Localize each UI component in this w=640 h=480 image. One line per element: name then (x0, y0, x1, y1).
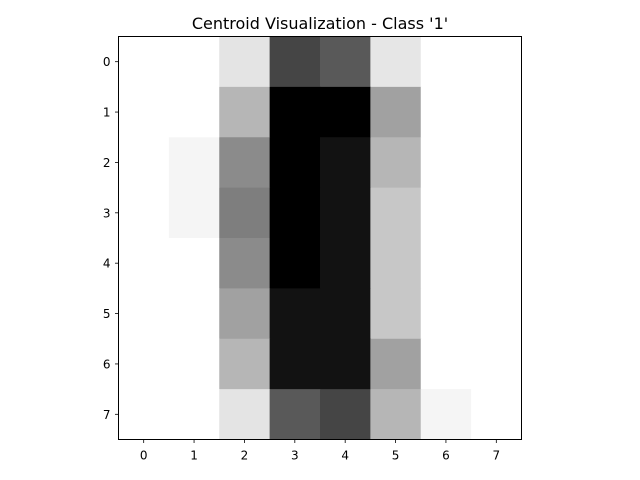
heatmap-cell-5-5 (370, 288, 422, 340)
x-tick-label-6: 6 (442, 449, 450, 463)
x-tick-label-3: 3 (291, 449, 299, 463)
heatmap-cell-2-5 (370, 137, 422, 189)
heatmap-cell-7-2 (219, 389, 271, 440)
y-tick-label-6: 6 (103, 357, 111, 371)
heatmap-cell-0-2 (219, 36, 271, 88)
heatmap-cell-3-5 (370, 187, 422, 239)
heatmap-cell-7-1 (168, 389, 220, 440)
x-tick-label-7: 7 (492, 449, 500, 463)
heatmap-cell-7-7 (471, 389, 522, 440)
heatmap-cell-6-0 (118, 338, 170, 390)
heatmap-cell-6-3 (269, 338, 321, 390)
heatmap-cell-2-1 (168, 137, 220, 189)
heatmap-cell-5-4 (320, 288, 371, 340)
heatmap-cell-1-7 (471, 86, 522, 138)
heatmap-cell-0-5 (370, 36, 422, 88)
x-tick-label-0: 0 (140, 449, 148, 463)
heatmap-cell-4-3 (269, 238, 321, 289)
heatmap-cell-5-6 (420, 288, 472, 340)
heatmap-cell-2-4 (320, 137, 371, 189)
heatmap-cell-2-3 (269, 137, 321, 189)
y-tick-label-4: 4 (103, 257, 111, 271)
y-tick-label-2: 2 (103, 156, 111, 170)
heatmap-cell-1-2 (219, 86, 271, 138)
heatmap-cell-4-1 (168, 238, 220, 289)
heatmap-cell-2-7 (471, 137, 522, 189)
heatmap-cell-4-5 (370, 238, 422, 289)
y-tick-label-0: 0 (103, 55, 111, 69)
heatmap-cell-6-4 (320, 338, 371, 390)
heatmap-cell-0-1 (168, 36, 220, 88)
axes-frame (118, 36, 522, 440)
heatmap-cell-3-6 (420, 187, 472, 239)
heatmap-cell-3-1 (168, 187, 220, 239)
heatmap-cell-4-0 (118, 238, 170, 289)
heatmap-cell-3-7 (471, 187, 522, 239)
heatmap-cell-3-4 (320, 187, 371, 239)
heatmap-cell-3-2 (219, 187, 271, 239)
heatmap-cell-1-6 (420, 86, 472, 138)
heatmap-cell-6-2 (219, 338, 271, 390)
x-tick-label-5: 5 (392, 449, 400, 463)
y-axis: 0 1 2 3 4 5 6 7 (103, 55, 119, 422)
x-tick-label-2: 2 (241, 449, 249, 463)
x-tick-label-4: 4 (341, 449, 349, 463)
heatmap-cell-6-5 (370, 338, 422, 390)
heatmap-cell-0-4 (320, 36, 371, 88)
heatmap-cell-7-5 (370, 389, 422, 440)
heatmap-cell-5-1 (168, 288, 220, 340)
heatmap-cell-3-3 (269, 187, 321, 239)
heatmap-cells (118, 36, 522, 440)
x-axis: 0 1 2 3 4 5 6 7 (140, 439, 500, 463)
heatmap-cell-7-4 (320, 389, 371, 440)
heatmap-cell-5-0 (118, 288, 170, 340)
heatmap-cell-6-7 (471, 338, 522, 390)
heatmap-cell-0-7 (471, 36, 522, 88)
x-tick-label-1: 1 (190, 449, 198, 463)
heatmap-cell-2-0 (118, 137, 170, 189)
heatmap-cell-4-7 (471, 238, 522, 289)
y-tick-label-3: 3 (103, 206, 111, 220)
heatmap-cell-4-4 (320, 238, 371, 289)
heatmap-cell-4-2 (219, 238, 271, 289)
heatmap-cell-3-0 (118, 187, 170, 239)
heatmap-cell-1-0 (118, 86, 170, 138)
heatmap-cell-6-1 (168, 338, 220, 390)
y-tick-label-5: 5 (103, 307, 111, 321)
heatmap-cell-5-7 (471, 288, 522, 340)
heatmap-cell-7-6 (420, 389, 472, 440)
y-tick-label-7: 7 (103, 408, 111, 422)
heatmap-cell-1-5 (370, 86, 422, 138)
heatmap-cell-2-2 (219, 137, 271, 189)
heatmap-cell-7-0 (118, 389, 170, 440)
heatmap-cell-1-3 (269, 86, 321, 138)
heatmap-cell-0-6 (420, 36, 472, 88)
heatmap-cell-2-6 (420, 137, 472, 189)
heatmap-cell-4-6 (420, 238, 472, 289)
heatmap-cell-6-6 (420, 338, 472, 390)
heatmap-cell-0-0 (118, 36, 170, 88)
heatmap-cell-5-2 (219, 288, 271, 340)
heatmap-cell-1-1 (168, 86, 220, 138)
heatmap-cell-5-3 (269, 288, 321, 340)
heatmap-cell-1-4 (320, 86, 371, 138)
heatmap-cell-0-3 (269, 36, 321, 88)
heatmap-cell-7-3 (269, 389, 321, 440)
chart-title: Centroid Visualization - Class '1' (192, 14, 448, 33)
y-tick-label-1: 1 (103, 106, 111, 120)
